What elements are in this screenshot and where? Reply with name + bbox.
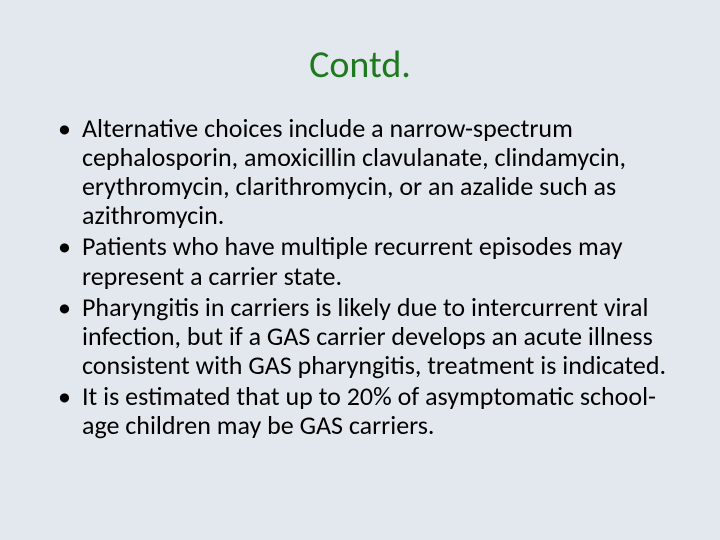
list-item: It is estimated that up to 20% of asympt… xyxy=(52,382,676,440)
slide: Contd. Alternative choices include a nar… xyxy=(0,0,720,540)
list-item: Patients who have multiple recurrent epi… xyxy=(52,232,676,290)
bullet-list: Alternative choices include a narrow-spe… xyxy=(52,114,676,440)
slide-body: Alternative choices include a narrow-spe… xyxy=(44,114,676,440)
list-item: Alternative choices include a narrow-spe… xyxy=(52,114,676,230)
list-item: Pharyngitis in carriers is likely due to… xyxy=(52,293,676,380)
slide-title: Contd. xyxy=(44,42,676,88)
